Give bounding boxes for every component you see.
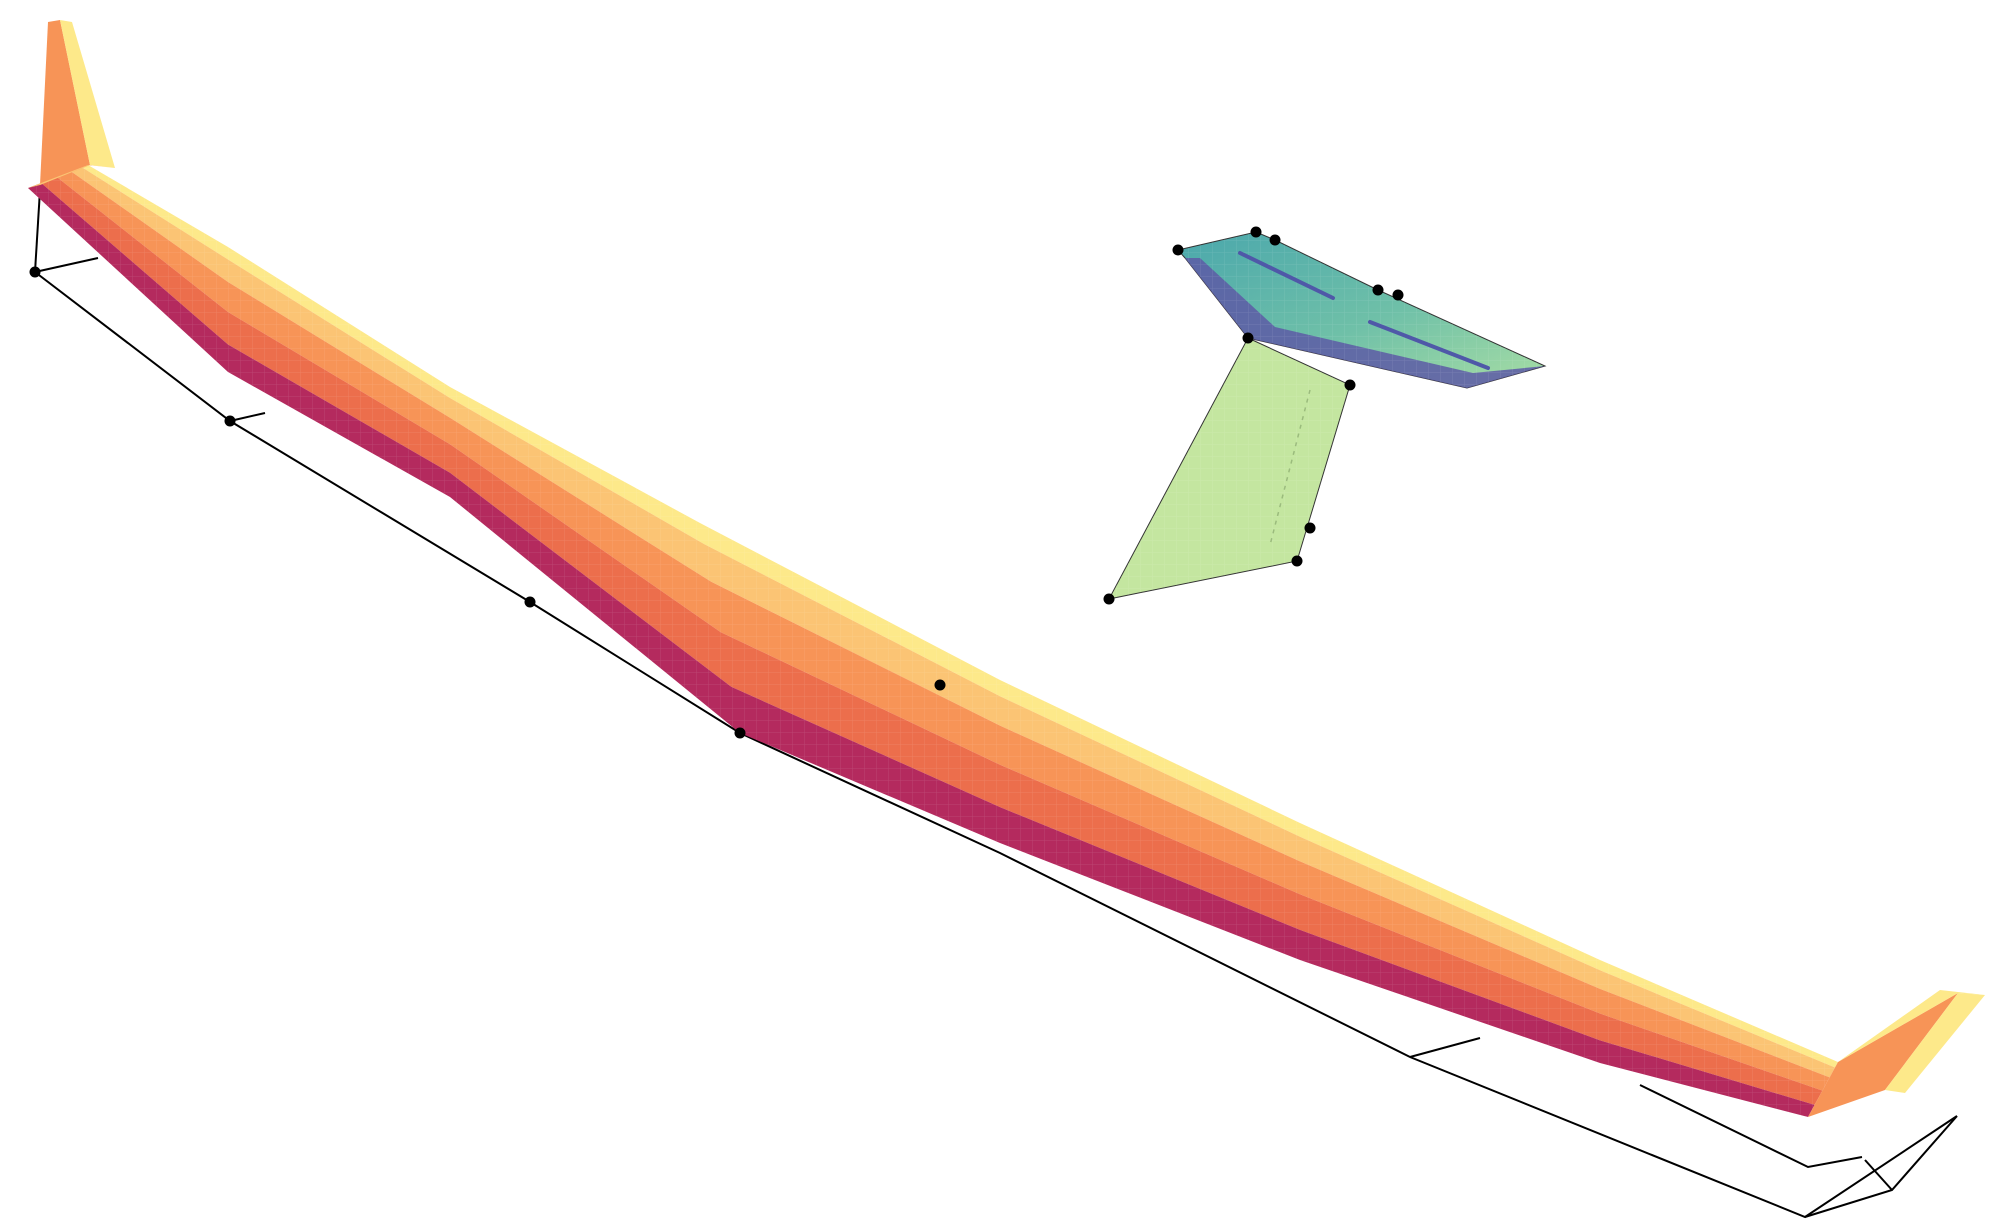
horizontal-tail-mesh xyxy=(1178,232,1545,388)
root-winglet xyxy=(40,20,90,185)
tip-winglet xyxy=(1885,993,1985,1093)
wing-color-band xyxy=(71,167,1836,1078)
beam-node xyxy=(1103,593,1115,605)
beam-node xyxy=(1242,332,1254,344)
beam-node xyxy=(1392,289,1404,301)
wing-beam-rib xyxy=(34,257,99,273)
wing-beam-line xyxy=(34,189,41,273)
beam-frame xyxy=(34,189,1958,1219)
wing-beam-rib xyxy=(1639,1084,1863,1169)
wing-beam-rib xyxy=(1864,1159,1893,1191)
beam-node xyxy=(1269,234,1281,246)
horizontal-tail xyxy=(1177,231,1547,389)
wing-beam-rib xyxy=(229,412,266,422)
horizontal-tail-spar xyxy=(1368,320,1490,370)
beam-node xyxy=(1172,244,1184,256)
tip-winglet xyxy=(1808,993,1958,1117)
beam-node xyxy=(29,266,41,278)
root-winglet xyxy=(60,20,115,168)
beam-node xyxy=(734,727,746,739)
root-winglet xyxy=(28,165,115,188)
beam-node xyxy=(524,596,536,608)
beam-node xyxy=(1291,555,1303,567)
main-wing xyxy=(28,20,1985,1117)
wing-beam-line xyxy=(34,271,1958,1219)
wing-color-band xyxy=(82,165,1838,1068)
beam-node xyxy=(1304,522,1316,534)
beam-node xyxy=(224,415,236,427)
beam-nodes xyxy=(29,226,1404,739)
horizontal-tail-spar xyxy=(1238,251,1335,300)
vertical-tail xyxy=(1108,337,1351,600)
beam-node xyxy=(934,679,946,691)
beam-node xyxy=(1372,284,1384,296)
wing-beam-rib xyxy=(1409,1037,1481,1058)
beam-node xyxy=(1344,379,1356,391)
beam-node xyxy=(1250,226,1262,238)
wing-mesh xyxy=(28,165,1838,1117)
vertical-tail-mesh xyxy=(1109,338,1350,599)
